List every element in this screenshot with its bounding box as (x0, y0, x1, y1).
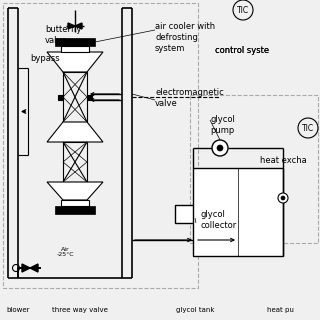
Text: TIC: TIC (302, 124, 314, 132)
Bar (55, 38, 95, 46)
Circle shape (212, 140, 228, 156)
Polygon shape (22, 264, 30, 272)
Text: glycol
pump: glycol pump (210, 115, 235, 135)
Circle shape (278, 193, 288, 203)
Text: blower: blower (6, 307, 30, 313)
Text: glycol
collector: glycol collector (200, 210, 236, 230)
Text: glycol tank: glycol tank (176, 307, 214, 313)
Polygon shape (47, 182, 103, 200)
Text: TIC: TIC (237, 5, 249, 14)
Bar (87, 94, 92, 100)
Polygon shape (75, 23, 82, 29)
Bar (193, 168, 283, 256)
Bar (63, 142, 87, 182)
Bar (63, 72, 87, 122)
Circle shape (298, 118, 318, 138)
Text: bypass: bypass (30, 53, 60, 62)
Bar (61, 46, 89, 52)
Bar (3, 3, 198, 288)
Bar (61, 200, 89, 206)
Text: control syste: control syste (215, 45, 269, 54)
Text: heat excha: heat excha (260, 156, 307, 164)
Bar (190, 95, 318, 243)
Circle shape (281, 196, 285, 200)
Bar (175, 205, 217, 223)
Bar (58, 94, 63, 100)
Polygon shape (47, 52, 103, 72)
Bar (55, 206, 95, 214)
Text: electromagnetic
valve: electromagnetic valve (155, 88, 224, 108)
Polygon shape (47, 122, 103, 142)
Text: air cooler with
defrosting
system: air cooler with defrosting system (155, 22, 215, 53)
Circle shape (233, 0, 253, 20)
Text: heat pu: heat pu (267, 307, 293, 313)
Polygon shape (68, 23, 75, 29)
Text: control syste: control syste (215, 45, 269, 54)
Circle shape (217, 145, 223, 151)
Text: three way valve: three way valve (52, 307, 108, 313)
Text: Air
-25°C: Air -25°C (56, 247, 74, 257)
Polygon shape (30, 264, 38, 272)
Text: butterfly
valve: butterfly valve (45, 25, 81, 45)
